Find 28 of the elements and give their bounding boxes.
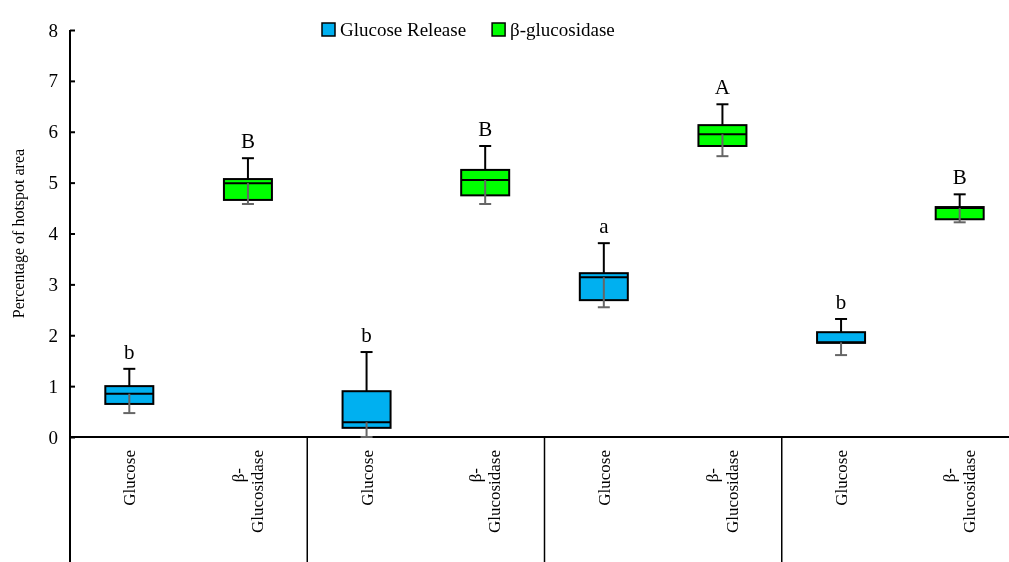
annotation: B bbox=[952, 165, 967, 190]
y-tick-label: 0 bbox=[48, 426, 58, 448]
annotation: b bbox=[124, 339, 135, 364]
annotation: b bbox=[835, 289, 847, 314]
y-tick-label: 8 bbox=[48, 19, 58, 41]
annotation: A bbox=[714, 75, 731, 100]
y-tick-label: 1 bbox=[48, 375, 58, 397]
y-tick-label: 7 bbox=[48, 70, 58, 92]
y-tick-label: 4 bbox=[48, 223, 59, 245]
x-tick-label: Glucose bbox=[357, 450, 377, 506]
annotation: B bbox=[478, 116, 493, 141]
y-tick-label: 5 bbox=[48, 172, 58, 194]
y-tick-label: 3 bbox=[48, 273, 58, 295]
x-tick-label: β-Glucosidase bbox=[703, 450, 742, 534]
legend-label: Glucose Release bbox=[340, 19, 467, 40]
y-axis-title: Percentage of hotspot area bbox=[10, 148, 28, 319]
x-tick-label: Glucose bbox=[832, 450, 852, 506]
x-tick-label: β-Glucosidase bbox=[940, 450, 979, 534]
y-tick-label: 6 bbox=[48, 121, 58, 143]
annotation: B bbox=[240, 129, 255, 154]
legend-label: β-glucosidase bbox=[510, 19, 615, 40]
x-tick-label: β-Glucosidase bbox=[228, 450, 268, 534]
y-tick-label: 2 bbox=[48, 324, 58, 346]
x-tick-label: Glucose bbox=[120, 450, 140, 506]
x-tick-label: Glucose bbox=[594, 450, 614, 506]
annotation: b bbox=[361, 323, 372, 348]
x-tick-label: β-Glucosidase bbox=[465, 450, 505, 534]
annotation: a bbox=[599, 214, 610, 239]
